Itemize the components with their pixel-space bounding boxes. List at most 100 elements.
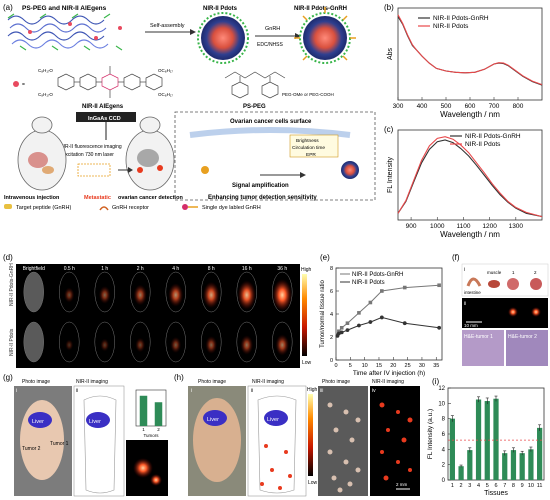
f-ii-label: ii xyxy=(464,301,466,307)
y-axis-title: FL Intensity (a.u.) xyxy=(427,409,434,459)
y-tick-label: 0 xyxy=(330,358,333,364)
h-nir-image xyxy=(247,385,307,497)
x-axis-title: Time after IV injection (h) xyxy=(353,370,425,377)
h-scale-label: 2 mm xyxy=(396,482,408,487)
ingaas-label: InGaAs CCD xyxy=(88,116,121,122)
legend-label: NIR-II Pdots xyxy=(433,23,469,30)
legend-gnrh-receptor: GnRH receptor xyxy=(112,205,149,211)
panel-h-label: (h) xyxy=(174,373,184,382)
data-point xyxy=(339,330,344,335)
chart-c-panel-label: (c) xyxy=(384,125,394,134)
data-point xyxy=(368,300,373,305)
nir-signal xyxy=(133,284,147,306)
mouse-outline xyxy=(165,321,186,363)
h-nir-label: NIR-II imaging xyxy=(252,379,284,385)
chem-label-1: C₈H₁₇O xyxy=(38,68,53,73)
y-axis-title: FL Intensity xyxy=(387,157,394,193)
bar xyxy=(493,398,499,480)
iv-injection-label: Intravenous injection xyxy=(4,195,60,201)
aiegens-label: NIR-II AIEgens xyxy=(82,104,124,110)
chart-i-panel-label: (i) xyxy=(432,377,439,386)
legend-label: NIR-II Pdots-GnRH xyxy=(465,133,521,140)
pdots-gnrh-title: NIR-II Pdots-GnRH xyxy=(294,6,347,12)
panel-a-title: PS-PEG and NIR-II AIEgens xyxy=(22,5,107,12)
data-point xyxy=(379,315,384,320)
data-point xyxy=(345,328,350,332)
y-tick-label: 2 xyxy=(442,463,446,469)
h-i-label: i xyxy=(191,388,192,394)
pdots-title: NIR-II Pdots xyxy=(203,6,238,12)
legend-label: NIR-II Pdots-GnRH xyxy=(433,15,489,22)
legend-label: NIR-II Pdots xyxy=(352,280,385,286)
row-label-pdots-gnrh: NIR-II Pdots-GnRH xyxy=(9,263,15,306)
series-line xyxy=(336,316,440,337)
bar xyxy=(458,466,464,480)
mouse-outline xyxy=(59,321,80,363)
series-line xyxy=(397,139,543,218)
g-nir-image xyxy=(73,385,125,497)
colorbar-d-low: Low xyxy=(302,360,312,366)
y-tick-label: 6 xyxy=(330,289,333,295)
circulation-label: Circulation time xyxy=(292,145,325,151)
y-tick-label: 12 xyxy=(438,386,445,392)
data-point xyxy=(402,285,407,290)
y-axis-title: Abs xyxy=(387,47,394,60)
nir-signal xyxy=(64,287,75,303)
polymer-chains-graphic xyxy=(7,13,123,51)
imaging-label: NIR-II fluorescence imaging xyxy=(60,144,122,150)
data-point xyxy=(357,323,361,328)
bar xyxy=(484,401,490,480)
nir-signal xyxy=(275,334,290,356)
panel-h: (h) Photo image NIR-II imaging Photo ima… xyxy=(174,373,420,497)
x-tick-label: 400 xyxy=(417,103,428,110)
chart-b-panel-label: (b) xyxy=(384,3,394,12)
ps-peg-label: PS-PEG xyxy=(243,104,266,110)
y-tick-label: 6 xyxy=(442,432,446,438)
chart-g-iii-frame xyxy=(135,389,167,427)
series-line xyxy=(397,16,543,86)
mouse-outline xyxy=(165,271,186,313)
h-iii-label: iii xyxy=(320,388,323,394)
ccd-camera-graphic xyxy=(76,112,136,122)
y-tick-label: 4 xyxy=(330,312,333,318)
category-label: 5 xyxy=(486,483,489,489)
h-photo-label: Photo image xyxy=(198,379,226,385)
mouse-outline xyxy=(130,321,151,363)
nir-signal xyxy=(98,286,111,304)
bar xyxy=(537,427,543,480)
he-tumor-2 xyxy=(506,330,548,366)
category-label: 11 xyxy=(537,483,543,489)
y-tick-label: 0 xyxy=(442,478,446,484)
x-tick-label: 35 xyxy=(433,363,439,369)
metastatic-label: Metastatic xyxy=(84,195,111,201)
data-point xyxy=(437,325,442,330)
nir-signal xyxy=(100,338,110,352)
time-label: 1 h xyxy=(101,266,108,272)
signal-amp-label: Signal amplification xyxy=(232,183,289,189)
g-liver-label: Liver xyxy=(32,419,44,425)
bar xyxy=(139,395,148,426)
mouse-outline xyxy=(23,271,44,313)
x-tick-label: 30 xyxy=(419,363,425,369)
muscle-label: muscle xyxy=(487,270,502,275)
pdot-graphic xyxy=(201,16,245,60)
category-label: 10 xyxy=(528,483,534,489)
panel-g-label: (g) xyxy=(3,373,13,382)
colorbar-h-high: High xyxy=(307,387,318,393)
enhancing-label: Enhancing tumor detection sensitivity xyxy=(208,195,317,201)
data-point xyxy=(345,321,350,325)
bar xyxy=(154,402,163,426)
x-tick-label: 500 xyxy=(441,103,452,110)
x-tick-label: 1000 xyxy=(430,223,445,230)
mouse-outline xyxy=(23,321,44,363)
bar xyxy=(519,453,525,480)
legend-label: NIR-II Pdots xyxy=(465,141,501,148)
mouse-outline xyxy=(201,321,222,363)
time-label: 0.5 h xyxy=(64,266,75,272)
ovarian-label: ovarian cancer detection xyxy=(118,195,183,201)
x-tick-label: 20 xyxy=(390,363,396,369)
category-label: 1 xyxy=(142,427,145,432)
chem-label-4: OC₈H₁₇ xyxy=(158,92,173,97)
y-tick-label: 8 xyxy=(442,417,446,423)
